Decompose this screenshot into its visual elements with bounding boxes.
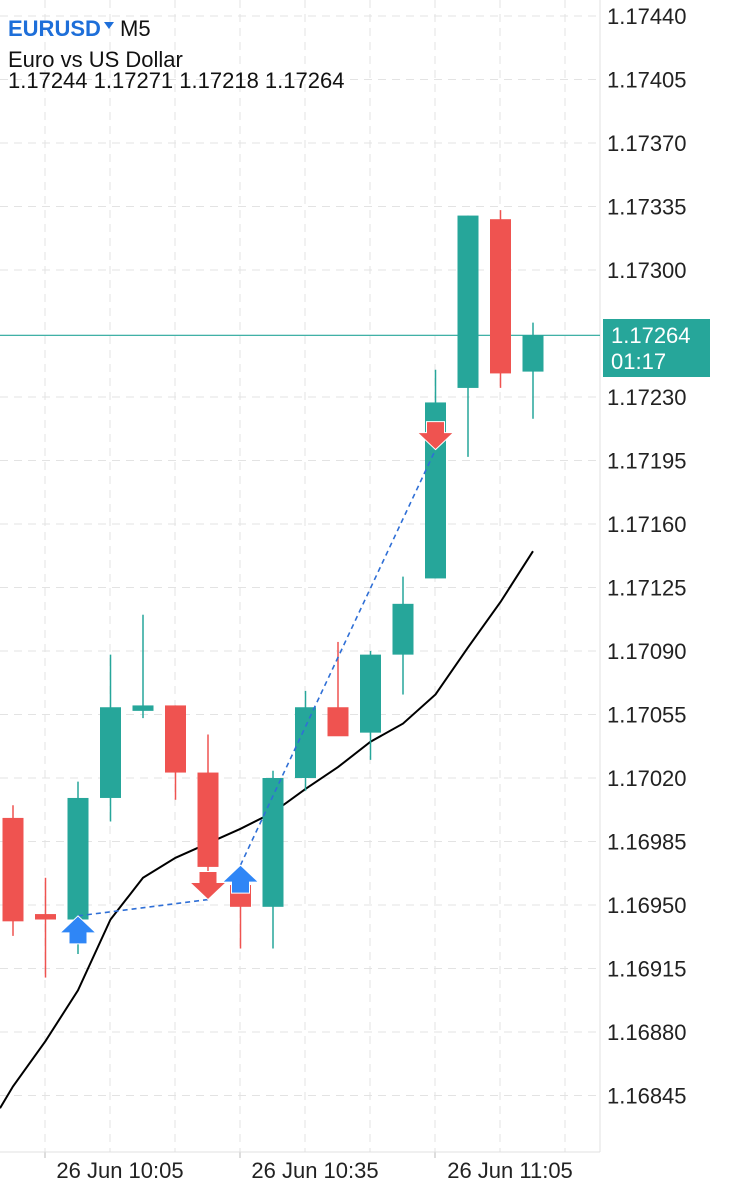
- symbol-description: Euro vs US Dollar: [8, 47, 183, 72]
- candle-body: [35, 914, 56, 920]
- buy-entry-arrow-icon[interactable]: [58, 915, 98, 945]
- y-tick-label: 1.17195: [607, 449, 687, 474]
- buy-entry-arrow-icon[interactable]: [221, 864, 260, 894]
- moving-average-polyline: [0, 550, 534, 1109]
- candle-body: [360, 654, 381, 733]
- candle[interactable]: [360, 651, 381, 760]
- candle[interactable]: [457, 215, 479, 457]
- current-price-value: 1.17264: [611, 323, 691, 348]
- y-tick-label: 1.17370: [607, 131, 687, 156]
- ohlc-values: 1.17244 1.17271 1.17218 1.17264: [8, 68, 345, 93]
- candles[interactable]: [2, 210, 544, 978]
- candle-body: [392, 603, 414, 655]
- x-tick-label: 26 Jun 10:35: [251, 1158, 378, 1183]
- trade-markers[interactable]: [58, 421, 455, 945]
- y-tick-label: 1.17405: [607, 68, 687, 93]
- candle[interactable]: [197, 734, 219, 884]
- candle-body: [100, 707, 121, 798]
- candle[interactable]: [425, 369, 446, 579]
- candle-body: [522, 335, 544, 372]
- grid: [0, 0, 600, 1152]
- candle[interactable]: [2, 805, 24, 936]
- candle[interactable]: [522, 322, 544, 419]
- y-tick-label: 1.17335: [607, 195, 687, 220]
- candle-body: [2, 817, 24, 922]
- sell-exit-arrow-icon[interactable]: [188, 871, 228, 901]
- y-tick-label: 1.17090: [607, 639, 687, 664]
- y-tick-label: 1.17020: [607, 766, 687, 791]
- candle[interactable]: [35, 877, 56, 978]
- y-tick-label: 1.16950: [607, 893, 687, 918]
- y-tick-label: 1.17055: [607, 703, 687, 728]
- candle-body: [490, 219, 511, 374]
- price-axis: 1.17440 1.17405 1.17370 1.17335 1.17300 1.172…: [607, 4, 687, 1109]
- trade-connector-line: [77, 898, 209, 917]
- candle[interactable]: [262, 770, 284, 949]
- candle[interactable]: [132, 614, 154, 719]
- candle[interactable]: [165, 705, 186, 800]
- moving-average-line: [0, 550, 534, 1109]
- y-tick-label: 1.16880: [607, 1020, 687, 1045]
- x-tick-label: 26 Jun 11:05: [447, 1158, 573, 1183]
- candle[interactable]: [327, 641, 349, 737]
- candle[interactable]: [490, 210, 511, 388]
- candle[interactable]: [100, 654, 121, 822]
- current-price-tag: 1.17264 01:17: [603, 319, 710, 377]
- candle-body: [295, 707, 316, 778]
- y-tick-label: 1.17125: [607, 576, 687, 601]
- candle-body: [425, 402, 446, 579]
- candle-body: [165, 705, 186, 773]
- y-tick-label: 1.17300: [607, 258, 687, 283]
- candle-body: [262, 778, 284, 907]
- candle-body: [197, 772, 219, 867]
- time-axis: 26 Jun 10:05 26 Jun 10:35 26 Jun 11:05: [0, 1151, 600, 1183]
- candle-body: [327, 707, 349, 737]
- y-tick-label: 1.17440: [607, 4, 687, 29]
- candle-body: [67, 797, 89, 920]
- candle[interactable]: [392, 576, 414, 695]
- timeframe-label[interactable]: M5: [120, 16, 151, 41]
- symbol-dropdown-icon[interactable]: [104, 22, 114, 29]
- x-tick-label: 26 Jun 10:05: [56, 1158, 183, 1183]
- sell-exit-arrow-icon[interactable]: [416, 421, 455, 451]
- bar-countdown: 01:17: [611, 349, 667, 374]
- y-tick-label: 1.16845: [607, 1084, 687, 1109]
- y-tick-label: 1.16985: [607, 830, 687, 855]
- candle-body: [457, 215, 479, 388]
- y-tick-label: 1.16915: [607, 957, 687, 982]
- symbol-label[interactable]: EURUSD: [8, 16, 101, 41]
- y-tick-label: 1.17160: [607, 512, 687, 537]
- candle[interactable]: [295, 690, 316, 791]
- candle-body: [132, 705, 154, 711]
- trade-connector-line: [239, 449, 437, 866]
- y-tick-label: 1.17230: [607, 385, 687, 410]
